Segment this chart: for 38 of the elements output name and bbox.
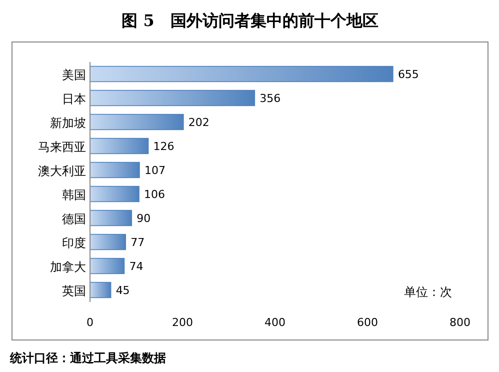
y-tick-label: 日本 xyxy=(62,92,86,106)
text: 统计口径：通过工具采集数据 xyxy=(9,351,166,365)
data-label: 45 xyxy=(116,284,130,297)
bar xyxy=(90,210,132,226)
x-tick-label: 600 xyxy=(357,316,378,329)
y-tick-label: 马来西亚 xyxy=(38,140,86,154)
y-tick-label: 加拿大 xyxy=(50,260,86,274)
y-tick-label: 英国 xyxy=(62,284,86,298)
bar xyxy=(90,234,126,250)
bar xyxy=(90,282,112,298)
bar xyxy=(90,162,140,178)
y-tick-label: 美国 xyxy=(62,68,86,82)
y-tick-label: 印度 xyxy=(62,236,86,250)
bar xyxy=(90,114,184,130)
title: 图 5 国外访问者集中的前十个地区 xyxy=(122,11,378,30)
data-label: 77 xyxy=(130,236,145,249)
data-label: 106 xyxy=(144,188,166,201)
y-tick-label: 韩国 xyxy=(62,188,86,202)
y-tick-label: 德国 xyxy=(62,212,86,226)
y-tick-label: 新加坡 xyxy=(50,116,86,130)
x-tick-label: 400 xyxy=(264,316,286,329)
x-tick-label: 200 xyxy=(172,316,193,329)
x-tick-label: 800 xyxy=(450,316,470,329)
bar xyxy=(90,66,394,82)
bar xyxy=(90,186,140,202)
x-tick-label: 0 xyxy=(86,316,94,329)
bar xyxy=(90,90,256,106)
data-label: 655 xyxy=(398,68,419,81)
bar xyxy=(90,258,125,274)
data-label: 202 xyxy=(188,116,210,129)
y-tick-label: 澳大利亚 xyxy=(38,164,86,178)
data-label: 107 xyxy=(144,164,166,177)
annotation: 单位：次 xyxy=(404,285,452,299)
data-label: 126 xyxy=(153,140,174,153)
data-label: 356 xyxy=(260,92,281,105)
data-label: 90 xyxy=(136,212,151,225)
data-label: 74 xyxy=(129,260,144,273)
bar xyxy=(90,138,149,154)
